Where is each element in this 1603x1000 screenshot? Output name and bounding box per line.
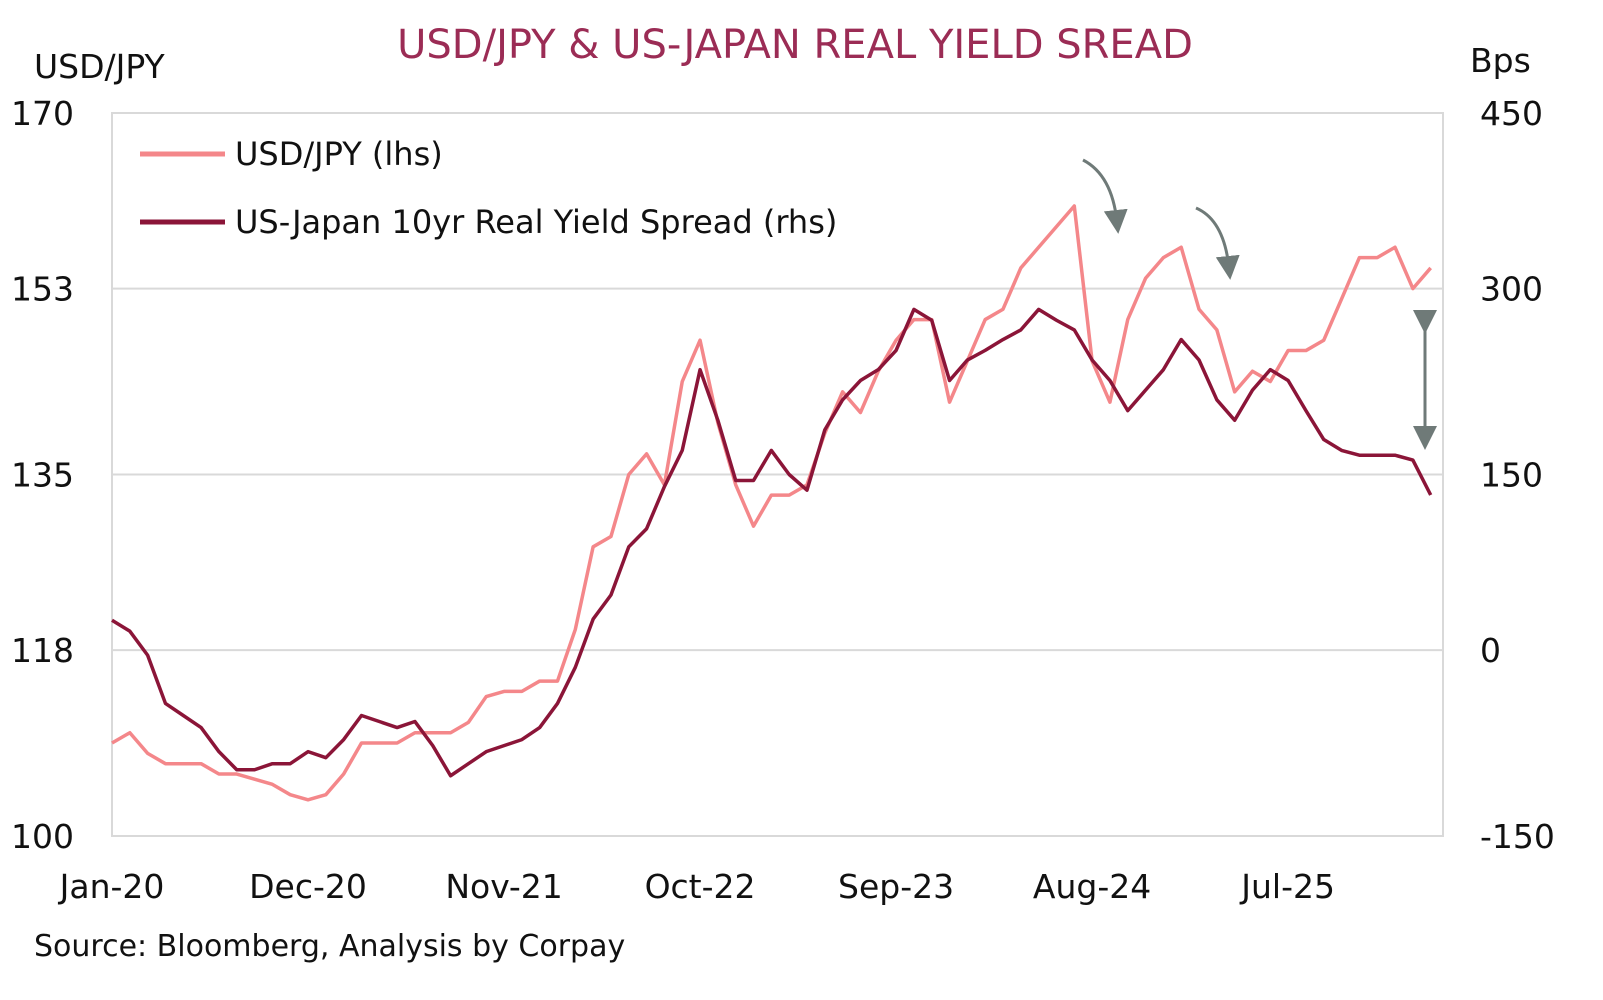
x-tick-label: Oct-22 (645, 867, 756, 906)
source-note: Source: Bloomberg, Analysis by Corpay (34, 929, 625, 964)
left-tick-label: 135 (11, 456, 74, 495)
right-tick-label: 450 (1480, 94, 1543, 133)
right-tick-label: 300 (1480, 270, 1543, 309)
left-tick-label: 153 (11, 270, 74, 309)
spread-line (111, 307, 1433, 778)
x-tick-label: Dec-20 (249, 867, 367, 906)
usdjpy-line (111, 204, 1433, 802)
left-tick-label: 118 (11, 631, 74, 670)
left-tick-label: 100 (11, 817, 74, 856)
left-tick-label: 170 (11, 94, 74, 133)
annotation-arrow-1 (1082, 158, 1128, 234)
left-axis-label: USD/JPY (34, 47, 166, 86)
legend-label-spread: US-Japan 10yr Real Yield Spread (rhs) (235, 203, 837, 241)
legend: USD/JPY (lhs) US-Japan 10yr Real Yield S… (140, 135, 837, 241)
annotation-arrow-2 (1195, 206, 1240, 280)
x-tick-label: Sep-23 (838, 867, 954, 906)
right-axis-label: Bps (1470, 41, 1531, 80)
right-tick-label: 0 (1480, 631, 1501, 670)
legend-label-usdjpy: USD/JPY (lhs) (235, 135, 443, 173)
x-tick-label: Jul-25 (1239, 867, 1335, 906)
right-tick-label: -150 (1480, 817, 1555, 856)
x-tick-label: Nov-21 (445, 867, 562, 906)
x-tick-label: Aug-24 (1033, 867, 1151, 906)
right-tick-label: 150 (1480, 456, 1543, 495)
x-tick-label: Jan-20 (58, 867, 165, 906)
chart-title: USD/JPY & US-JAPAN REAL YIELD SREAD (397, 22, 1193, 68)
